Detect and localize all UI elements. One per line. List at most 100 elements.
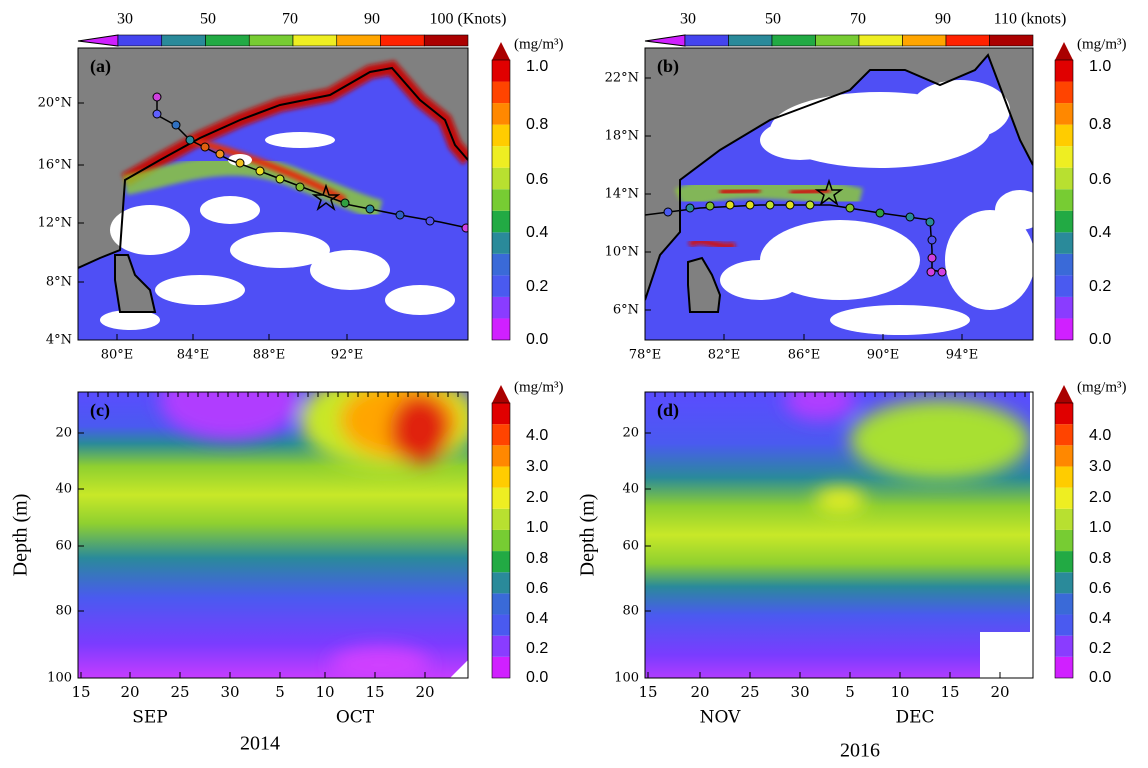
x-tick-label: 15 [71,683,90,701]
colorbar-label: 0.4 [1089,224,1111,241]
colorbar-seg [292,34,338,47]
colorbar-label: 100 (Knots) [430,11,507,28]
colorbar-arrow [644,34,686,47]
y-tick-label: 20 [622,426,639,441]
colorbar-seg [989,34,1034,47]
y-tick-label: 80 [622,604,639,619]
colorbar-unit: (mg/m³) [1077,36,1127,52]
colorbar-seg [492,593,510,615]
colorbar-label: 30 [117,11,133,28]
colorbar-seg [1055,529,1073,552]
frame [77,391,469,679]
colorbar-seg [492,551,510,573]
colorbar-seg [492,424,510,446]
colorbar-seg [423,34,469,47]
colorbar-seg [1055,318,1073,340]
colorbar-seg [492,60,510,82]
y-tick-label: 12°N [38,216,72,231]
colorbar-seg [1055,167,1073,190]
colorbar-arrow [1055,42,1073,60]
y-tick-label: 4°N [46,333,72,348]
colorbar-frame [1054,402,1074,679]
colorbar-label: 0.8 [526,550,548,567]
colorbar-label: 0.4 [526,224,548,241]
colorbar-unit: (mg/m³) [1077,379,1127,395]
y-tick-label: 16°N [38,158,72,173]
x-tick-label: 20 [120,683,139,701]
colorbar-seg [492,656,510,678]
colorbar-seg [1055,253,1073,276]
x-tick-label: 78°E [629,348,662,363]
colorbar-label: 0.2 [1089,640,1111,657]
colorbar-label: 0.6 [1089,171,1111,188]
colorbar-seg [858,34,903,47]
colorbar-seg [684,34,729,47]
panel-label: (a) [90,56,111,77]
year-label: 2014 [240,733,280,755]
y-tick-label: 80 [55,604,72,619]
colorbar-seg [1055,232,1073,254]
colorbar-label: 0.0 [526,331,548,348]
month-label: OCT [336,708,375,728]
colorbar-label: 2.0 [1089,489,1111,506]
colorbar-seg [492,253,510,276]
colorbar-label: 0.0 [526,669,548,686]
colorbar-seg [492,445,510,467]
panel-label: (b) [657,56,679,77]
colorbar-seg [1055,466,1073,488]
colorbar-seg [1055,487,1073,509]
year-label: 2016 [840,740,880,762]
colorbar-seg [1055,614,1073,636]
colorbar-seg [492,167,510,190]
colorbar-label: 0.2 [1089,278,1111,295]
colorbar-seg [902,34,947,47]
y-tick-label: 18°N [605,129,639,144]
colorbar-seg [117,34,163,47]
colorbar-label: 0.6 [526,171,548,188]
y-tick-label: 22°N [605,71,639,86]
colorbar-frame [491,59,511,341]
x-tick-label: 20 [990,683,1009,701]
x-tick-label: 94°E [946,348,979,363]
x-tick-label: 86°E [788,348,821,363]
colorbar-seg [1055,551,1073,573]
colorbar-seg [945,34,990,47]
colorbar-label: 1.0 [526,58,548,75]
colorbar-label: 0.0 [1089,331,1111,348]
colorbar-seg [728,34,773,47]
colorbar-label: 0.6 [1089,580,1111,597]
colorbar-seg [1055,593,1073,615]
map-a [78,48,468,340]
colorbar-seg [1055,146,1073,168]
colorbar-seg [1055,103,1073,125]
x-tick-label: 5 [275,683,285,701]
contour-d [645,392,1033,678]
colorbar-seg [492,403,510,425]
colorbar-label: 30 [680,11,696,28]
colorbar-arrow [492,42,510,60]
colorbar-seg [492,318,510,340]
colorbar-seg [492,210,510,233]
colorbar-label: 3.0 [1089,458,1111,475]
x-tick-label: 10 [890,683,909,701]
colorbar-seg [1055,296,1073,319]
y-tick-label: 60 [622,539,639,554]
colorbar-label: 0.8 [1089,550,1111,567]
colorbar-seg [1055,424,1073,446]
x-tick-label: 15 [638,683,657,701]
colorbar-label: 0.2 [526,640,548,657]
colorbar-seg [492,635,510,657]
colorbar-seg [1055,189,1073,211]
y-tick-label: 40 [55,482,72,497]
colorbar-label: 90 [364,11,380,28]
colorbar-seg [492,232,510,254]
x-tick-label: 15 [365,683,384,701]
colorbar-seg [380,34,425,47]
month-label: SEP [132,708,168,728]
colorbar-seg [492,508,510,530]
colorbar-label: 90 [935,11,951,28]
x-tick-label: 20 [690,683,709,701]
x-tick-label: 90°E [867,348,900,363]
colorbar-seg [161,34,206,47]
